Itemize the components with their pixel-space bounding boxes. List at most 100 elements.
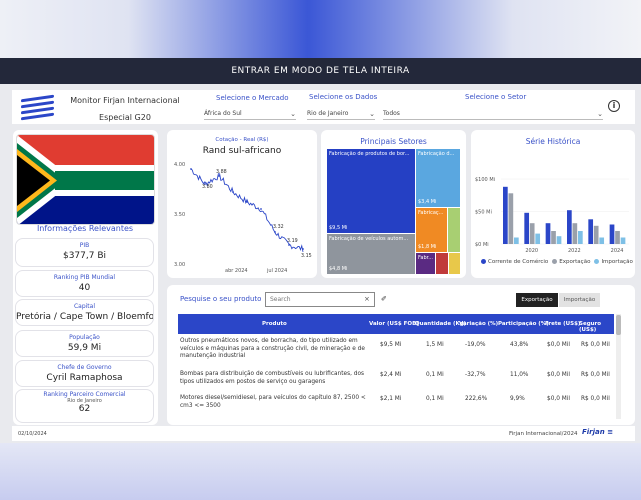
x-tick-label: abr 2024 — [225, 268, 248, 274]
rand-data-point — [288, 244, 290, 246]
firjan-logo-icon — [21, 94, 54, 121]
eraser-icon[interactable]: ✐ — [381, 295, 387, 303]
cell-variation: -32,7% — [465, 372, 486, 378]
treemap-cell-6-label: Fabr... — [418, 255, 434, 261]
market-value: África do Sul — [204, 110, 242, 117]
chevron-down-icon: ⌄ — [369, 109, 375, 118]
treemap-cell-1[interactable]: Fabricação de produtos de bor... $9,5 Mi — [327, 149, 415, 233]
treemap-cell-4-value: $1,8 Mi — [418, 244, 437, 250]
col-share[interactable]: Participação (%) — [498, 321, 549, 327]
cell-quantity: 0,1 Mi — [426, 396, 444, 402]
bar-2-3 — [578, 231, 583, 244]
rank-label: Ranking PIB Mundial — [53, 274, 116, 281]
footer-date: 02/10/2024 — [18, 431, 47, 437]
col-product[interactable]: Produto — [262, 321, 287, 327]
bar-1-4 — [593, 225, 599, 244]
treemap-cell-4-label: Fabricaç... — [418, 210, 444, 216]
bar-1-3 — [572, 223, 578, 244]
cell-value: $2,1 Mi — [380, 396, 402, 402]
footer-logo: Firjan ≡ — [582, 428, 613, 436]
col-insurance[interactable]: Seguro (US$) — [579, 321, 602, 333]
history-bar-chart: $100 Mi $50 Mi $0 Mi 2020 2022 2024 — [475, 177, 629, 254]
toggle-export-button[interactable]: Exportação — [516, 293, 558, 307]
info-section-title: Informações Relevantes — [36, 224, 134, 233]
y-tick-label: $0 Mi — [475, 242, 489, 248]
sector-value: Todos — [383, 110, 400, 117]
currency-line-chart: 4.00 3.50 3.00 3.80 3.88 3.32 3.19 3.15 abr 2024… — [174, 162, 312, 274]
col-quantity[interactable]: Quantidade (Kg) — [415, 321, 467, 327]
treemap-cell-4[interactable]: Fabricaç... $1,8 Mi — [416, 208, 447, 252]
toggle-import-button[interactable]: Importação — [559, 293, 600, 307]
cell-variation: -19,0% — [465, 342, 486, 348]
partner-rank-value: 62 — [78, 404, 91, 414]
treemap-cell-7[interactable] — [436, 253, 448, 274]
legend-label: Corrente de Comércio — [488, 259, 549, 265]
rank-box: Ranking PIB Mundial 40 — [15, 270, 154, 297]
treemap-cell-1-label: Fabricação de produtos de bor... — [329, 151, 410, 157]
y-tick-label: $50 Mi — [475, 210, 492, 216]
treemap-cell-8[interactable] — [449, 253, 460, 274]
rank-value: 40 — [78, 283, 91, 293]
bar-0-3 — [567, 210, 572, 244]
legend-label: Importação — [601, 259, 633, 265]
legend-item-trade: Corrente de Comércio — [481, 259, 548, 265]
chevron-down-icon: ⌄ — [597, 109, 603, 118]
footer — [12, 426, 635, 441]
legend-dot-icon — [481, 259, 486, 264]
treemap-cell-6[interactable]: Fabr... — [416, 253, 435, 274]
products-table-header: Produto Valor (US$ FOB) Quantidade (Kg) … — [178, 314, 614, 334]
footer-logo-text: Firjan — [582, 428, 605, 436]
cell-product: Outros pneumáticos novos, de borracha, d… — [180, 338, 365, 360]
treemap-cell-2-value: $3,4 Mi — [418, 199, 437, 205]
partner-rank-sub: Rio de Janeiro — [67, 398, 102, 404]
rand-data-point — [246, 201, 248, 203]
capital-box: Capital Pretória / Cape Town / Bloemfo..… — [15, 299, 154, 326]
y-tick-label: 3.50 — [174, 212, 185, 218]
info-icon[interactable]: i — [608, 100, 620, 112]
bar-0-2 — [545, 223, 551, 244]
bar-2-2 — [556, 236, 562, 244]
rand-series-line — [190, 168, 304, 253]
bar-0-0 — [503, 186, 508, 244]
footer-source: Firjan Internacional/2024 — [509, 431, 578, 437]
treemap-cell-2-label: Fabricação d... — [418, 151, 455, 157]
currency-chart-subtitle: Cotação - Real (R$) — [215, 137, 269, 143]
population-value: 59,9 Mi — [67, 343, 102, 353]
x-tick-label: 2022 — [568, 248, 581, 254]
bar-2-1 — [535, 233, 541, 244]
rand-data-point — [204, 183, 206, 185]
product-search-label: Pesquise o seu produto — [180, 295, 262, 303]
dashboard-subtitle: Especial G20 — [99, 113, 151, 122]
currency-chart-title: Rand sul-africano — [202, 146, 282, 156]
table-scrollbar[interactable] — [616, 314, 621, 419]
cell-quantity: 1,5 Mi — [426, 342, 444, 348]
scrollbar-thumb[interactable] — [616, 315, 621, 335]
product-search-input[interactable]: Search — [265, 292, 375, 307]
cell-share: 11,0% — [510, 372, 529, 378]
firjan-logo-icon: ≡ — [607, 428, 614, 436]
rand-data-point — [302, 248, 304, 250]
search-clear-icon[interactable]: ⨯ — [364, 295, 370, 303]
fullscreen-button[interactable]: ENTRAR EM MODO DE TELA INTEIRA — [0, 58, 641, 84]
data-label: 3.19 — [287, 238, 298, 244]
treemap-cell-2[interactable]: Fabricação d... $3,4 Mi — [416, 149, 460, 207]
bar-2-0 — [514, 237, 519, 244]
treemap-cell-5[interactable] — [448, 208, 460, 252]
sector-select[interactable]: Todos ⌄ — [383, 108, 603, 120]
government-value: Cyril Ramaphosa — [46, 373, 123, 383]
treemap-cell-3-value: $4,8 Mi — [329, 266, 348, 272]
market-select[interactable]: África do Sul ⌄ — [204, 108, 296, 120]
data-select[interactable]: Rio de Janeiro ⌄ — [307, 108, 375, 120]
bar-1-5 — [615, 231, 620, 244]
population-box: População 59,9 Mi — [15, 330, 154, 357]
bar-2-5 — [620, 237, 626, 244]
col-variation[interactable]: Variação (%) — [459, 321, 499, 327]
x-tick-label: jul 2024 — [266, 268, 287, 274]
history-card: Série Histórica $100 Mi $50 Mi $0 Mi 2020 20… — [471, 130, 635, 278]
bottom-background — [0, 443, 641, 500]
col-value[interactable]: Valor (US$ FOB) — [369, 321, 419, 327]
dashboard-title: Monitor Firjan Internacional — [70, 96, 180, 105]
treemap-cell-3[interactable]: Fabricação de veículos autom... $4,8 Mi — [327, 234, 415, 274]
cell-freight: $0,0 Mil — [547, 342, 570, 348]
col-freight[interactable]: Frete (US$) — [545, 321, 581, 327]
